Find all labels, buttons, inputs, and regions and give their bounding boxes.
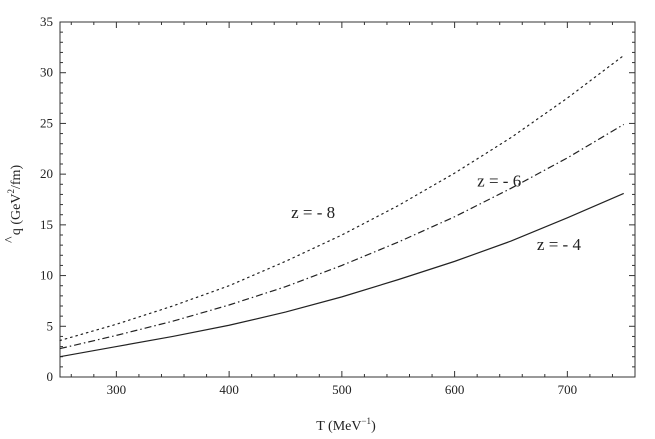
x-tick-label: 700 (558, 382, 578, 397)
x-axis-label: T (MeV−1) (316, 416, 376, 434)
y-axis-label-hat: ^ (3, 236, 18, 243)
y-tick-label: 20 (40, 166, 53, 181)
series-line (59, 192, 624, 358)
x-tick-label: 300 (107, 382, 127, 397)
y-tick-label: 30 (40, 65, 53, 80)
y-tick-label: 15 (40, 217, 53, 232)
y-tick-label: 10 (40, 268, 53, 283)
series-line (59, 54, 625, 342)
x-tick-label: 600 (445, 382, 465, 397)
curves (59, 54, 625, 358)
curve-label: z = - 8 (291, 203, 335, 222)
plot-frame (59, 21, 636, 378)
y-axis-label: q (GeV2/fm) ^ (3, 165, 24, 243)
y-tick-label: 25 (40, 115, 53, 130)
curve-label: z = - 4 (537, 235, 582, 254)
curve-labels: z = - 8 z = - 6 z = - 4 (291, 171, 581, 254)
x-tick-label: 400 (219, 382, 239, 397)
series-line (59, 123, 625, 350)
y-tick-label: 0 (47, 369, 54, 384)
curve-label: z = - 6 (477, 171, 521, 190)
axis-ticks: 300 400 500 600 700 0 5 10 15 20 25 30 35 (40, 14, 636, 397)
x-tick-label: 500 (332, 382, 352, 397)
svg-text:q (GeV2/fm): q (GeV2/fm) (6, 165, 24, 236)
y-tick-label: 5 (47, 318, 54, 333)
y-tick-label: 35 (40, 14, 53, 29)
